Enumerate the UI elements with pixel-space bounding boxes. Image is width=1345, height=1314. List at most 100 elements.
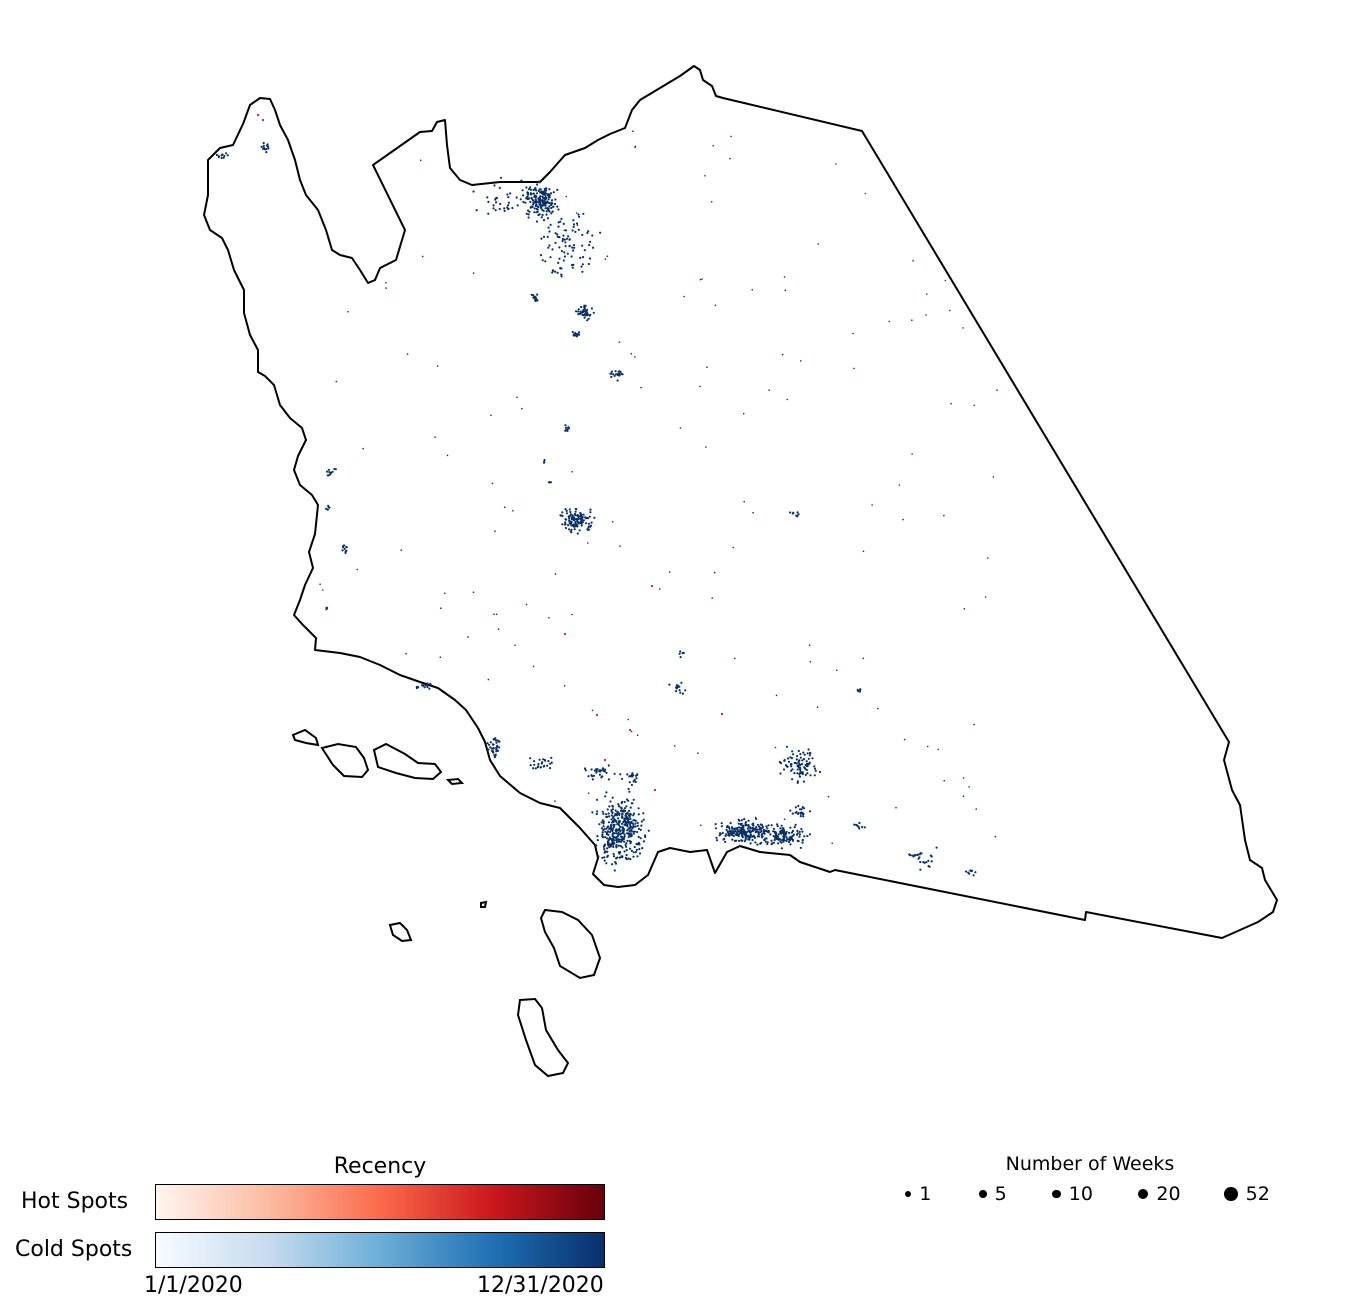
spot-point <box>628 775 631 778</box>
spot-point <box>580 524 583 527</box>
spot-point <box>574 514 577 517</box>
spot-point <box>973 723 975 726</box>
spot-point <box>456 176 459 179</box>
spot-point <box>548 196 551 199</box>
spot-point <box>937 748 939 751</box>
spot-point <box>606 855 609 859</box>
spot-point <box>604 768 607 771</box>
spot-point <box>601 856 604 859</box>
spot-point <box>803 835 806 838</box>
spot-point <box>400 549 403 551</box>
spot-point <box>494 737 497 740</box>
spot-point <box>788 831 791 835</box>
spot-point <box>217 155 220 158</box>
spot-point <box>625 853 628 857</box>
spot-point <box>994 835 997 838</box>
spot-point <box>570 518 573 521</box>
spot-point <box>627 718 629 721</box>
spot-point <box>605 827 608 830</box>
spot-point <box>765 837 768 840</box>
spot-point <box>613 374 616 377</box>
spot-point <box>616 379 619 382</box>
spot-point <box>861 825 864 829</box>
size-dot-icon <box>905 1190 912 1198</box>
spot-point <box>345 545 348 548</box>
spot-point <box>756 843 759 846</box>
spot-point <box>640 820 644 823</box>
spot-point <box>813 767 817 770</box>
spot-point <box>781 830 785 833</box>
spot-point <box>790 765 793 768</box>
spot-point <box>751 288 753 291</box>
spot-point <box>545 189 548 192</box>
spot-point <box>725 828 728 832</box>
spot-point <box>550 199 554 202</box>
spot-point <box>797 804 800 808</box>
spot-point <box>487 748 490 751</box>
spot-point <box>630 730 633 733</box>
spot-point <box>603 758 607 762</box>
spot-point <box>611 804 614 807</box>
spot-point <box>533 763 536 766</box>
spot-point <box>621 846 624 849</box>
spot-point <box>564 508 567 511</box>
spot-point <box>561 239 564 243</box>
spot-point <box>587 526 590 529</box>
spot-point <box>621 829 624 832</box>
spot-point <box>571 613 573 616</box>
spot-point <box>730 826 734 829</box>
spot-point <box>556 188 559 191</box>
spot-point <box>802 812 805 815</box>
spot-point <box>569 510 572 514</box>
spot-point <box>566 252 569 255</box>
spot-point <box>632 851 635 854</box>
spot-point <box>758 825 761 828</box>
spot-point <box>640 824 643 827</box>
spot-point <box>752 829 755 832</box>
spot-point <box>494 209 497 212</box>
spot-point <box>467 636 469 638</box>
spot-point <box>798 773 801 776</box>
spot-point <box>919 868 922 871</box>
spot-point <box>744 837 748 840</box>
weeks-legend-item: 1 <box>905 1181 931 1207</box>
spot-point <box>566 428 569 431</box>
spot-point <box>419 159 422 162</box>
spot-point <box>712 145 714 147</box>
spot-point <box>799 767 802 770</box>
spot-point <box>628 815 631 818</box>
spot-point <box>564 526 568 530</box>
spot-point <box>586 308 589 311</box>
spot-point <box>537 180 541 183</box>
spot-point <box>720 712 724 716</box>
spot-point <box>557 221 560 224</box>
spot-point <box>808 810 812 813</box>
spot-point <box>731 838 734 841</box>
spot-point <box>489 746 492 749</box>
size-dot-icon <box>1138 1188 1149 1200</box>
spot-point <box>634 819 638 822</box>
spot-point <box>571 330 574 334</box>
spot-point <box>530 205 533 208</box>
spot-point <box>992 476 995 478</box>
spot-point <box>630 834 633 837</box>
spot-point <box>930 860 933 863</box>
spot-point <box>541 190 544 193</box>
spot-point <box>749 827 752 830</box>
spot-point <box>486 196 489 199</box>
spot-point <box>801 772 804 776</box>
spot-point <box>595 812 598 816</box>
spot-point <box>763 832 766 835</box>
spot-point <box>614 862 618 865</box>
spot-point <box>595 771 598 774</box>
spot-point <box>699 385 701 388</box>
spot-point <box>626 811 629 814</box>
spot-point <box>534 187 537 190</box>
spot-point <box>609 827 612 830</box>
spot-point <box>581 233 584 236</box>
weeks-legend-item: 10 <box>1052 1181 1093 1207</box>
spot-point <box>759 828 763 831</box>
spot-point <box>607 812 610 815</box>
spot-point <box>341 546 345 549</box>
spot-point <box>606 847 609 850</box>
